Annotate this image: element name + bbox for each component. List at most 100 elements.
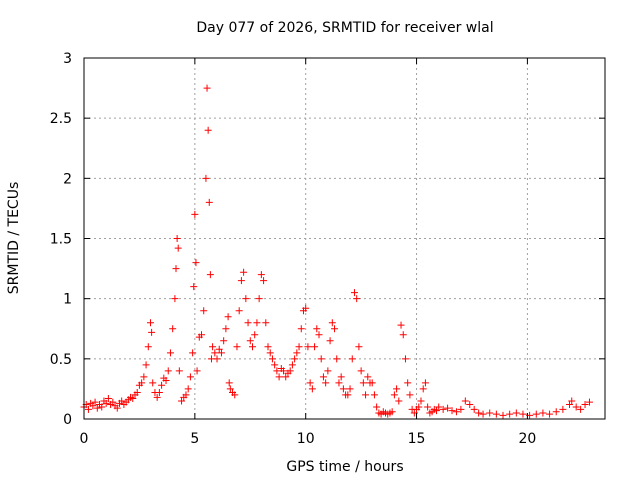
data-point	[293, 349, 301, 357]
data-point	[148, 328, 156, 336]
data-point	[242, 295, 250, 303]
data-point	[147, 319, 155, 327]
data-point	[486, 409, 494, 417]
data-point	[390, 391, 398, 399]
y-tick-label: 2	[63, 171, 72, 187]
data-point	[461, 397, 469, 405]
data-point	[226, 385, 234, 393]
x-tick-label: 0	[80, 431, 89, 447]
data-point	[248, 343, 256, 351]
data-point	[142, 361, 150, 369]
x-tick-label: 5	[190, 431, 199, 447]
data-point	[209, 343, 217, 351]
x-axis-label: GPS time / hours	[286, 459, 403, 475]
data-point	[255, 295, 263, 303]
data-point	[577, 405, 585, 413]
data-point	[203, 84, 211, 92]
data-point	[191, 210, 199, 218]
data-point	[546, 410, 554, 418]
data-point	[326, 337, 334, 345]
y-tick-label: 3	[63, 51, 72, 67]
data-point	[519, 410, 527, 418]
data-point	[253, 319, 261, 327]
data-point	[319, 373, 327, 381]
data-point	[433, 407, 441, 415]
data-point	[224, 313, 232, 321]
data-point	[257, 271, 265, 279]
data-point	[251, 331, 259, 339]
data-point	[102, 399, 110, 407]
data-point	[225, 379, 233, 387]
data-point	[118, 397, 126, 405]
data-point	[539, 409, 547, 417]
y-axis-label: SRMTID / TECUs	[6, 182, 22, 295]
data-point	[98, 403, 106, 411]
data-point	[149, 379, 157, 387]
data-point	[568, 397, 576, 405]
data-point	[506, 410, 514, 418]
x-tick-label: 15	[408, 431, 426, 447]
data-point	[268, 355, 276, 363]
data-point	[475, 409, 483, 417]
data-point	[339, 385, 347, 393]
data-point	[328, 319, 336, 327]
data-point	[457, 405, 465, 413]
x-tick-label: 20	[518, 431, 536, 447]
data-point	[235, 307, 243, 315]
data-point	[171, 295, 179, 303]
data-point	[144, 343, 152, 351]
data-point	[222, 325, 230, 333]
data-point	[492, 410, 500, 418]
data-point	[397, 321, 405, 329]
data-point	[322, 379, 330, 387]
data-point	[512, 409, 520, 417]
data-point	[91, 398, 99, 406]
data-point	[313, 325, 321, 333]
y-tick-label: 0	[63, 412, 72, 428]
data-point	[244, 319, 252, 327]
data-point	[362, 391, 370, 399]
data-point	[552, 408, 560, 416]
data-point	[373, 403, 381, 411]
data-point	[350, 289, 358, 297]
data-point	[311, 343, 319, 351]
data-point	[84, 405, 92, 413]
data-point	[266, 349, 274, 357]
data-point	[435, 403, 443, 411]
data-point	[291, 355, 299, 363]
data-point	[466, 401, 474, 409]
data-point	[295, 343, 303, 351]
data-point	[315, 331, 323, 339]
data-point	[189, 349, 197, 357]
data-point	[129, 395, 137, 403]
data-point	[439, 405, 447, 413]
data-point	[388, 408, 396, 416]
data-point	[335, 379, 343, 387]
data-point	[421, 379, 429, 387]
data-point	[202, 174, 210, 182]
grid-lines	[84, 58, 605, 419]
data-point	[198, 331, 206, 339]
data-point	[585, 398, 593, 406]
data-point	[169, 325, 177, 333]
data-point	[240, 268, 248, 276]
data-point	[410, 409, 418, 417]
data-point	[104, 395, 112, 403]
data-point	[479, 410, 487, 418]
axis-ticks: 0 5 10 15 20 0 0.5 1 1.5 2 2.5 3	[50, 51, 605, 447]
data-point	[260, 277, 268, 285]
data-point	[178, 397, 186, 405]
data-point	[273, 367, 281, 375]
data-point	[404, 379, 412, 387]
data-point	[275, 373, 283, 381]
data-point	[220, 337, 228, 345]
data-point	[346, 385, 354, 393]
data-point	[304, 343, 312, 351]
data-point	[359, 379, 367, 387]
data-point	[89, 402, 97, 410]
data-point	[246, 337, 254, 345]
data-point	[193, 367, 201, 375]
data-point	[217, 349, 225, 357]
y-tick-label: 0.5	[50, 352, 72, 368]
